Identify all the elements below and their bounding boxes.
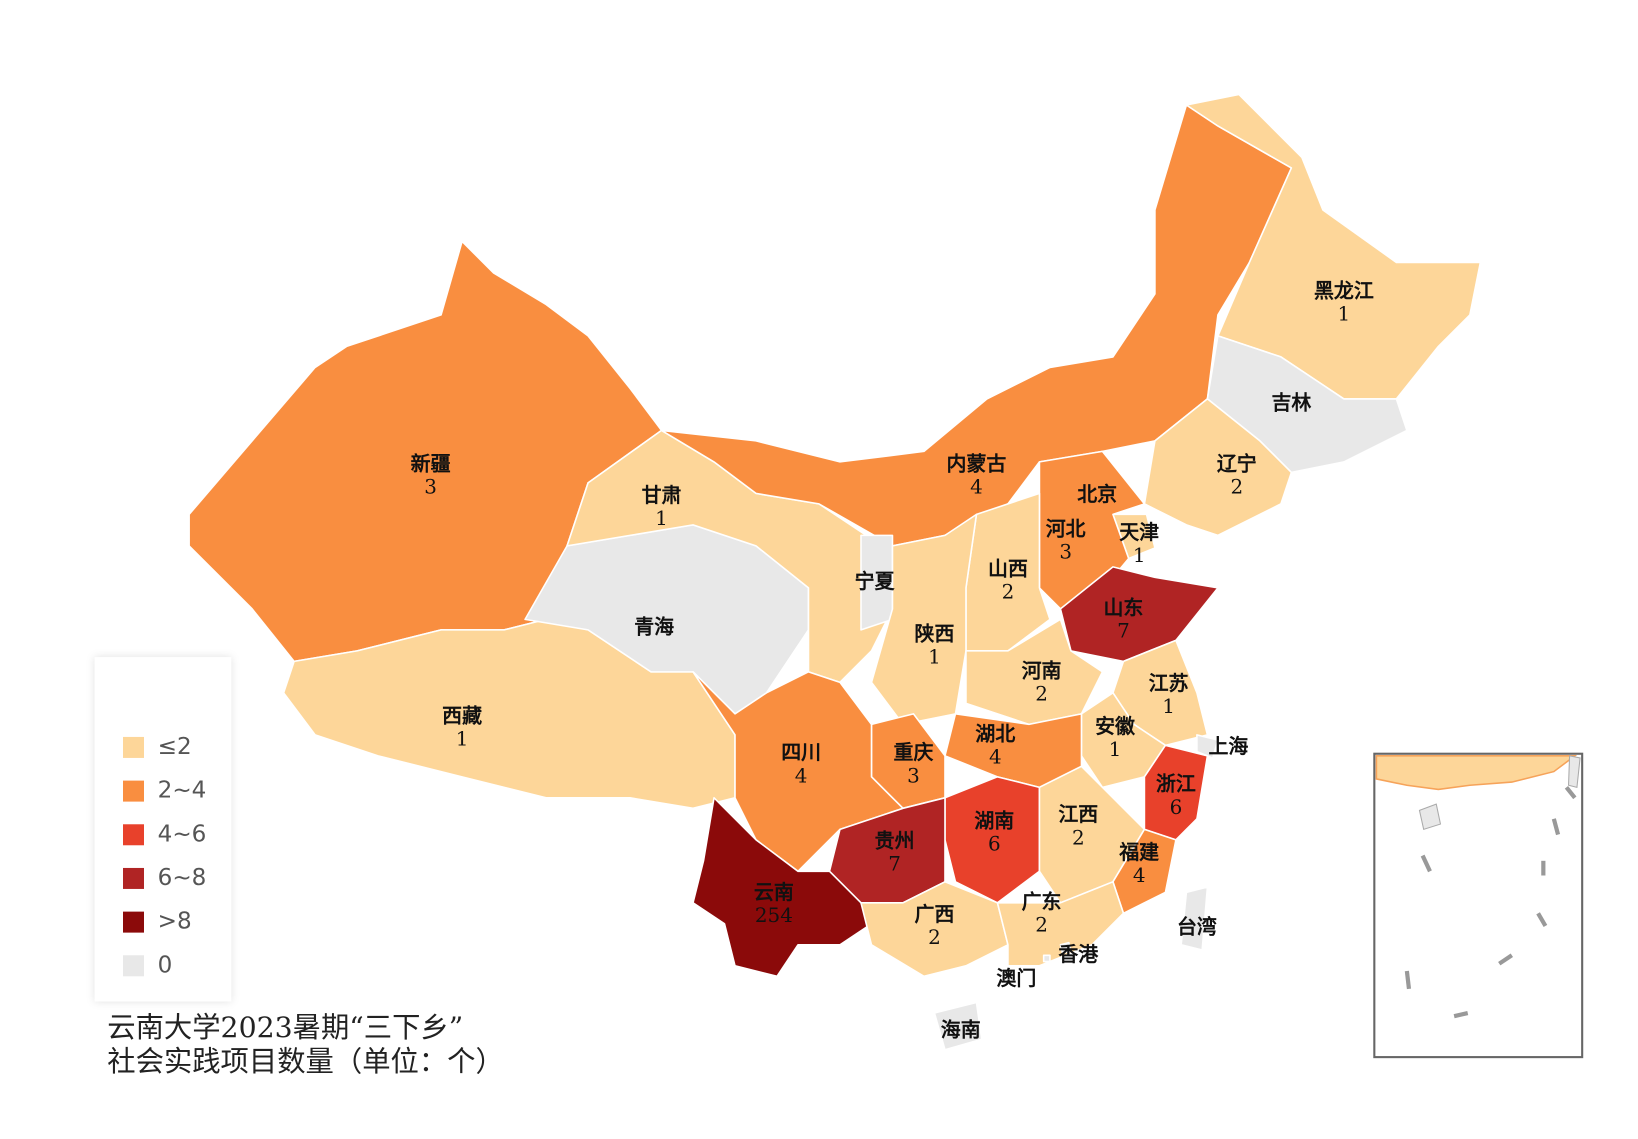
province-value: 2: [1002, 580, 1015, 604]
province-value: 7: [1117, 618, 1130, 642]
province-name: 澳门: [996, 966, 1036, 990]
province-value: 4: [1133, 863, 1146, 887]
province-name: 北京: [1077, 482, 1117, 506]
province: [933, 1001, 983, 1051]
province-name: 内蒙古: [947, 452, 1007, 476]
province-value: 2: [928, 925, 941, 949]
province-name: 陕西: [915, 622, 955, 646]
province-name: 湖南: [974, 808, 1014, 832]
province: [1059, 566, 1219, 663]
province-value: 4: [795, 763, 808, 787]
province-value: 2: [1035, 912, 1048, 936]
province-value: 4: [970, 475, 983, 499]
province-name: 山东: [1103, 595, 1143, 619]
province: [996, 881, 1125, 967]
province: [692, 671, 904, 873]
legend-label: ≤2: [158, 734, 192, 760]
province-name: 广东: [1022, 889, 1062, 913]
province-name: 广西: [915, 902, 955, 926]
province-value: 3: [1059, 540, 1072, 564]
province-value: 6: [988, 832, 1001, 856]
province-name: 四川: [781, 740, 821, 764]
province-name: 贵州: [875, 828, 915, 852]
province: [1180, 886, 1209, 951]
province-name: 湖北: [975, 721, 1015, 745]
province-name: 天津: [1119, 520, 1159, 544]
legend-label: 4~6: [158, 821, 207, 847]
province-value: 1: [1109, 737, 1122, 761]
province-name: 河南: [1022, 658, 1062, 682]
legend-swatch: [123, 867, 144, 889]
province-value: 1: [655, 506, 668, 530]
regions: [188, 93, 1482, 1051]
title-line: 社会实践项目数量（单位：个）: [107, 1045, 504, 1078]
province: [1059, 941, 1072, 954]
province-name: 河北: [1046, 517, 1086, 541]
legend-swatch: [123, 780, 144, 802]
legend-label: 0: [158, 952, 173, 978]
province-name: 江西: [1058, 802, 1098, 826]
province-name: 宁夏: [855, 569, 896, 593]
province-value: 1: [1133, 543, 1146, 567]
legend-label: 6~8: [158, 865, 207, 891]
province-value: 6: [1170, 795, 1183, 819]
legend-label: 2~4: [158, 778, 207, 804]
province-name: 黑龙江: [1314, 278, 1374, 302]
province-name: 浙江: [1156, 772, 1196, 796]
province-name: 云南: [754, 880, 794, 904]
legend-swatch: [123, 736, 144, 758]
province-name: 安徽: [1095, 714, 1136, 738]
province: [870, 513, 978, 726]
province-value: 1: [456, 727, 469, 751]
province-name: 重庆: [894, 740, 934, 764]
labels: 新疆3西藏1青海甘肃1内蒙古4黑龙江1吉林辽宁2北京天津1河北3山西2宁夏陕西1…: [411, 278, 1374, 1041]
province-name: 台湾: [1177, 914, 1217, 938]
south-china-sea-inset: [1373, 752, 1584, 1059]
province-name: 江苏: [1149, 671, 1189, 695]
province-name: 辽宁: [1217, 452, 1257, 476]
province-value: 1: [928, 645, 941, 669]
legend-swatch: [123, 955, 144, 977]
province-value: 2: [1072, 825, 1085, 849]
province-name: 甘肃: [642, 483, 682, 507]
province-value: 4: [989, 744, 1002, 768]
province: [1185, 93, 1482, 400]
title-line: 云南大学2023暑期“三下乡”: [107, 1011, 463, 1044]
province-name: 西藏: [442, 703, 482, 727]
province-value: 2: [1035, 681, 1048, 705]
province-value: 2: [1230, 475, 1243, 499]
province-value: 1: [1338, 301, 1351, 325]
province-name: 新疆: [411, 452, 451, 476]
legend: ≤2 2~4 4~6 6~8 >8 0: [123, 734, 206, 978]
legend-swatch: [123, 911, 144, 933]
province-name: 青海: [634, 614, 674, 638]
province: [1143, 398, 1293, 537]
province-name: 山西: [988, 557, 1028, 581]
province-name: 香港: [1058, 942, 1099, 966]
province-name: 海南: [941, 1017, 981, 1041]
province-value: 7: [888, 852, 901, 876]
province-value: 3: [907, 763, 920, 787]
province: [944, 776, 1041, 904]
province-value: 1: [1162, 694, 1175, 718]
province: [692, 797, 873, 978]
province: [1042, 954, 1051, 963]
province-name: 福建: [1118, 840, 1159, 864]
legend-label: >8: [158, 909, 192, 935]
province: [1196, 734, 1219, 759]
province-name: 吉林: [1271, 391, 1311, 415]
province: [965, 618, 1104, 726]
province-name: 上海: [1208, 734, 1248, 758]
legend-box: [94, 657, 232, 1002]
legend-swatch: [123, 824, 144, 846]
province-value: 3: [424, 475, 437, 499]
province-value: 254: [755, 903, 793, 927]
